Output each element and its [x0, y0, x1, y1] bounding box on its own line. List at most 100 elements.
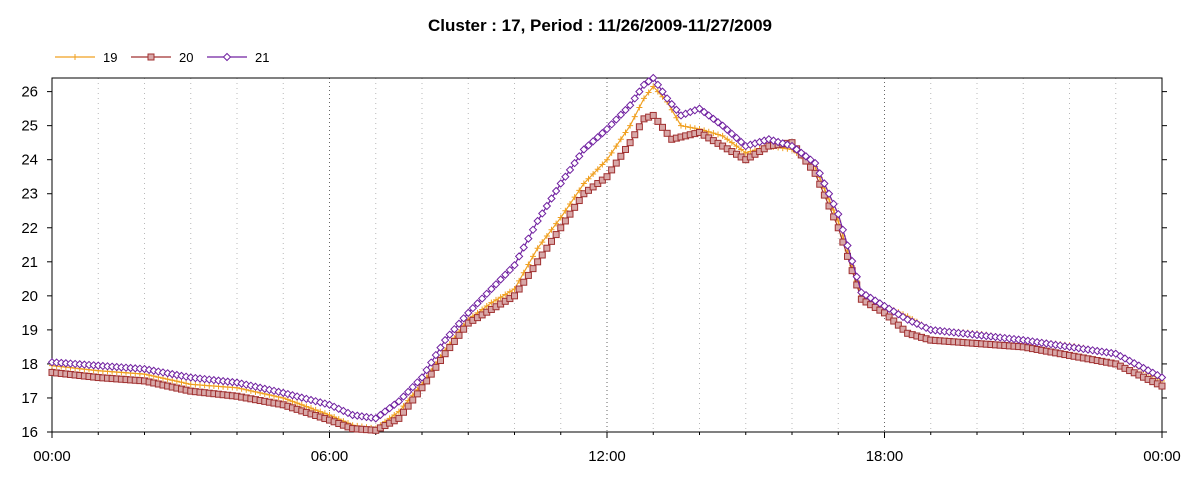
- legend-label: 20: [179, 50, 193, 65]
- data-point: [529, 265, 537, 273]
- data-point: [659, 123, 666, 131]
- data-point: [561, 172, 570, 181]
- data-point: [524, 271, 532, 279]
- data-point: [487, 284, 496, 294]
- data-point: [422, 365, 431, 375]
- y-tick-label: 24: [21, 152, 38, 169]
- data-point: [880, 301, 889, 311]
- data-point: [787, 141, 797, 151]
- data-point: [561, 217, 569, 225]
- data-point: [395, 414, 403, 422]
- data-point: [792, 145, 801, 154]
- data-point: [608, 149, 615, 156]
- data-point: [552, 231, 560, 239]
- data-point: [654, 117, 662, 125]
- data-point: [548, 226, 555, 233]
- data-point: [1111, 349, 1120, 358]
- data-point: [650, 83, 657, 90]
- data-point: [871, 296, 880, 305]
- data-point: [306, 395, 316, 405]
- data-point: [408, 382, 417, 392]
- data-point: [565, 165, 575, 175]
- data-point: [580, 180, 587, 187]
- data-point: [525, 261, 532, 268]
- data-point: [427, 370, 435, 378]
- legend-marker: [147, 53, 155, 61]
- data-point: [678, 122, 684, 129]
- chart-legend: 19 20 21: [55, 50, 269, 65]
- data-point: [639, 80, 649, 90]
- data-point: [806, 155, 815, 164]
- data-point: [732, 133, 741, 143]
- y-tick-label: 19: [21, 322, 38, 339]
- data-point: [177, 371, 186, 381]
- x-tick-label: 06:00: [311, 448, 349, 465]
- data-point: [413, 378, 422, 387]
- data-point: [144, 365, 154, 375]
- data-point: [385, 403, 394, 413]
- data-point: [308, 405, 314, 412]
- data-point: [547, 194, 556, 203]
- data-point: [738, 146, 745, 153]
- data-point: [1143, 366, 1153, 375]
- data-point: [622, 145, 629, 153]
- data-point: [534, 258, 542, 266]
- legend-item-19: 19: [55, 50, 117, 65]
- data-point: [530, 253, 536, 260]
- data-point: [631, 113, 638, 120]
- data-point: [493, 296, 499, 303]
- data-point: [294, 400, 301, 407]
- data-point: [528, 225, 538, 235]
- data-point: [728, 139, 735, 146]
- data-point: [446, 344, 454, 352]
- data-point: [608, 166, 616, 174]
- data-point: [885, 313, 893, 321]
- data-point: [403, 387, 413, 397]
- x-tick-label: 18:00: [866, 448, 904, 465]
- data-point: [279, 388, 288, 398]
- data-point: [852, 272, 861, 281]
- data-point: [621, 105, 630, 115]
- data-point: [1139, 363, 1148, 373]
- data-point: [459, 314, 468, 323]
- data-point: [502, 291, 509, 298]
- data-point: [320, 399, 330, 408]
- data-point: [538, 209, 547, 218]
- data-point: [553, 220, 560, 227]
- data-point: [380, 407, 390, 416]
- data-point: [649, 73, 658, 83]
- data-point: [894, 310, 903, 319]
- data-point: [548, 237, 555, 245]
- y-tick-label: 21: [21, 254, 38, 271]
- data-point: [417, 373, 427, 382]
- data-point: [807, 163, 814, 171]
- data-point: [715, 131, 721, 138]
- data-point: [394, 397, 404, 406]
- data-point: [912, 319, 922, 328]
- data-point: [477, 294, 487, 303]
- data-point: [627, 122, 634, 129]
- data-point: [454, 319, 464, 328]
- data-point: [626, 139, 634, 147]
- data-point: [616, 110, 626, 119]
- data-point: [399, 392, 408, 401]
- data-point: [769, 136, 778, 145]
- data-point: [334, 404, 343, 414]
- data-point: [371, 414, 380, 423]
- legend-label: 19: [103, 50, 117, 65]
- data-point: [511, 292, 518, 300]
- data-point: [312, 406, 319, 413]
- data-point: [612, 159, 620, 167]
- data-point: [602, 124, 612, 134]
- data-point: [695, 104, 704, 113]
- x-tick-label: 00:00: [33, 448, 71, 465]
- data-point: [437, 357, 444, 365]
- data-point: [303, 403, 310, 410]
- data-point: [797, 148, 806, 158]
- series-20: [48, 111, 1166, 434]
- data-point: [524, 234, 533, 243]
- data-point: [598, 128, 607, 138]
- data-point: [733, 143, 740, 150]
- data-point: [183, 380, 190, 387]
- y-tick-label: 16: [21, 424, 38, 441]
